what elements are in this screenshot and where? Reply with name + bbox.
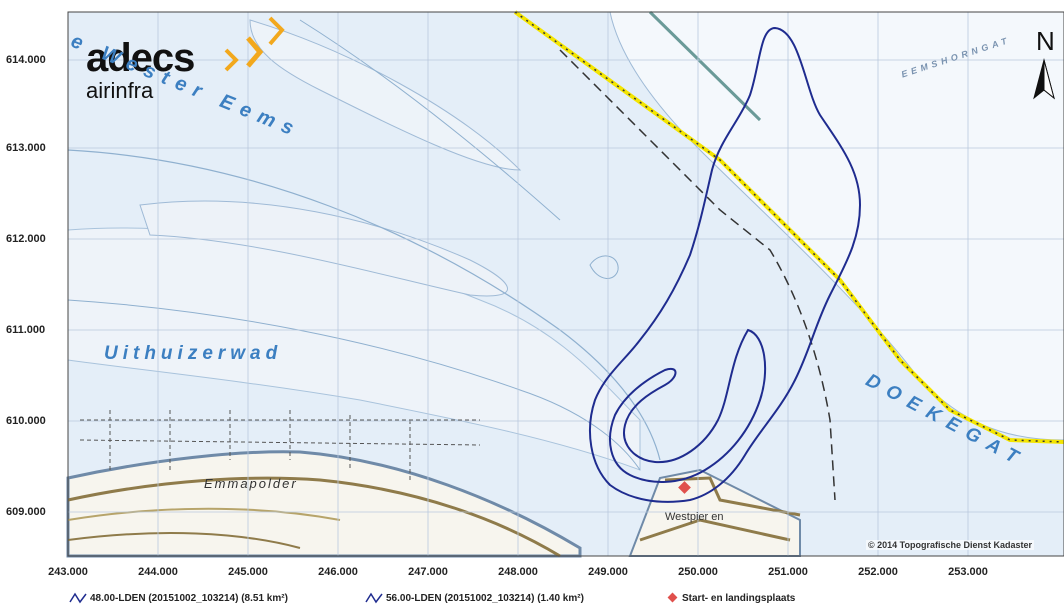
y-tick-label: 611.000 bbox=[6, 324, 46, 336]
adecs-logo: adecs bbox=[86, 36, 195, 80]
contour-48-lden bbox=[589, 26, 862, 503]
label-uithuizerwad: Uithuizerwad bbox=[104, 343, 283, 364]
legend-site: Start- en landingsplaats bbox=[682, 593, 795, 604]
legend-contour-56: 56.00-LDEN (20151002_103214) (1.40 km²) bbox=[386, 593, 584, 604]
polder-road bbox=[67, 507, 341, 521]
x-tick-label: 249.000 bbox=[588, 566, 628, 578]
harbour-road bbox=[639, 518, 791, 542]
legend-site-label: Start- en landingsplaats bbox=[682, 593, 796, 604]
sandbank-area bbox=[139, 200, 508, 297]
x-tick-label: 252.000 bbox=[858, 566, 898, 578]
logo-chevron-icon-2 bbox=[246, 36, 264, 68]
contour-56-lden bbox=[609, 328, 767, 483]
legend-contour-48-icon bbox=[69, 592, 87, 604]
legend-site-icon bbox=[667, 592, 678, 603]
legend-contour-56-label: 56.00-LDEN (20151002_103214) (1.40 km²) bbox=[386, 593, 584, 604]
x-tick-label: 247.000 bbox=[408, 566, 448, 578]
polder-road-2 bbox=[67, 532, 301, 549]
emmapolder-land bbox=[66, 450, 582, 558]
coordinate-grid bbox=[68, 12, 1064, 556]
x-tick-label: 245.000 bbox=[228, 566, 268, 578]
territorial-border-dots bbox=[514, 11, 1064, 443]
x-tick-label: 248.000 bbox=[498, 566, 538, 578]
map-border bbox=[67, 11, 1064, 557]
airinfra-logo-text: airinfra bbox=[86, 78, 154, 103]
copyright-text: © 2014 Topografische Dienst Kadaster bbox=[866, 540, 1035, 550]
x-tick-label: 244.000 bbox=[138, 566, 178, 578]
x-tick-label: 251.000 bbox=[768, 566, 808, 578]
x-tick-label: 250.000 bbox=[678, 566, 718, 578]
logo-chevron-icon-3 bbox=[268, 16, 285, 46]
teal-dike-line bbox=[648, 10, 762, 122]
y-tick-label: 610.000 bbox=[6, 415, 46, 427]
channel-line-3 bbox=[299, 19, 561, 221]
legend-contour-48: 48.00-LDEN (20151002_103214) (8.51 km²) bbox=[90, 593, 288, 604]
x-tick-label: 243.000 bbox=[48, 566, 88, 578]
dike-road bbox=[67, 476, 561, 558]
logo-chevron-icon bbox=[224, 48, 239, 72]
x-tick-label: 246.000 bbox=[318, 566, 358, 578]
x-tick-label: 253.000 bbox=[948, 566, 988, 578]
channel-line-2 bbox=[67, 299, 641, 471]
y-tick-label: 612.000 bbox=[6, 233, 46, 245]
field-boundary bbox=[79, 410, 481, 480]
label-westpier: Westpier en bbox=[665, 511, 724, 523]
fairway-boundary bbox=[559, 49, 836, 501]
legend-contour-48-label: 48.00-LDEN (20151002_103214) (8.51 km²) bbox=[90, 593, 288, 604]
y-tick-label: 613.000 bbox=[6, 142, 46, 154]
label-emmapolder: Emmapolder bbox=[204, 476, 298, 491]
north-arrow-half-icon bbox=[1043, 59, 1055, 100]
north-label: N bbox=[1036, 26, 1055, 56]
channel-line-4 bbox=[589, 255, 619, 279]
y-tick-label: 609.000 bbox=[6, 506, 46, 518]
y-tick-label: 614.000 bbox=[6, 54, 46, 66]
legend-contour-56-icon bbox=[365, 592, 383, 604]
